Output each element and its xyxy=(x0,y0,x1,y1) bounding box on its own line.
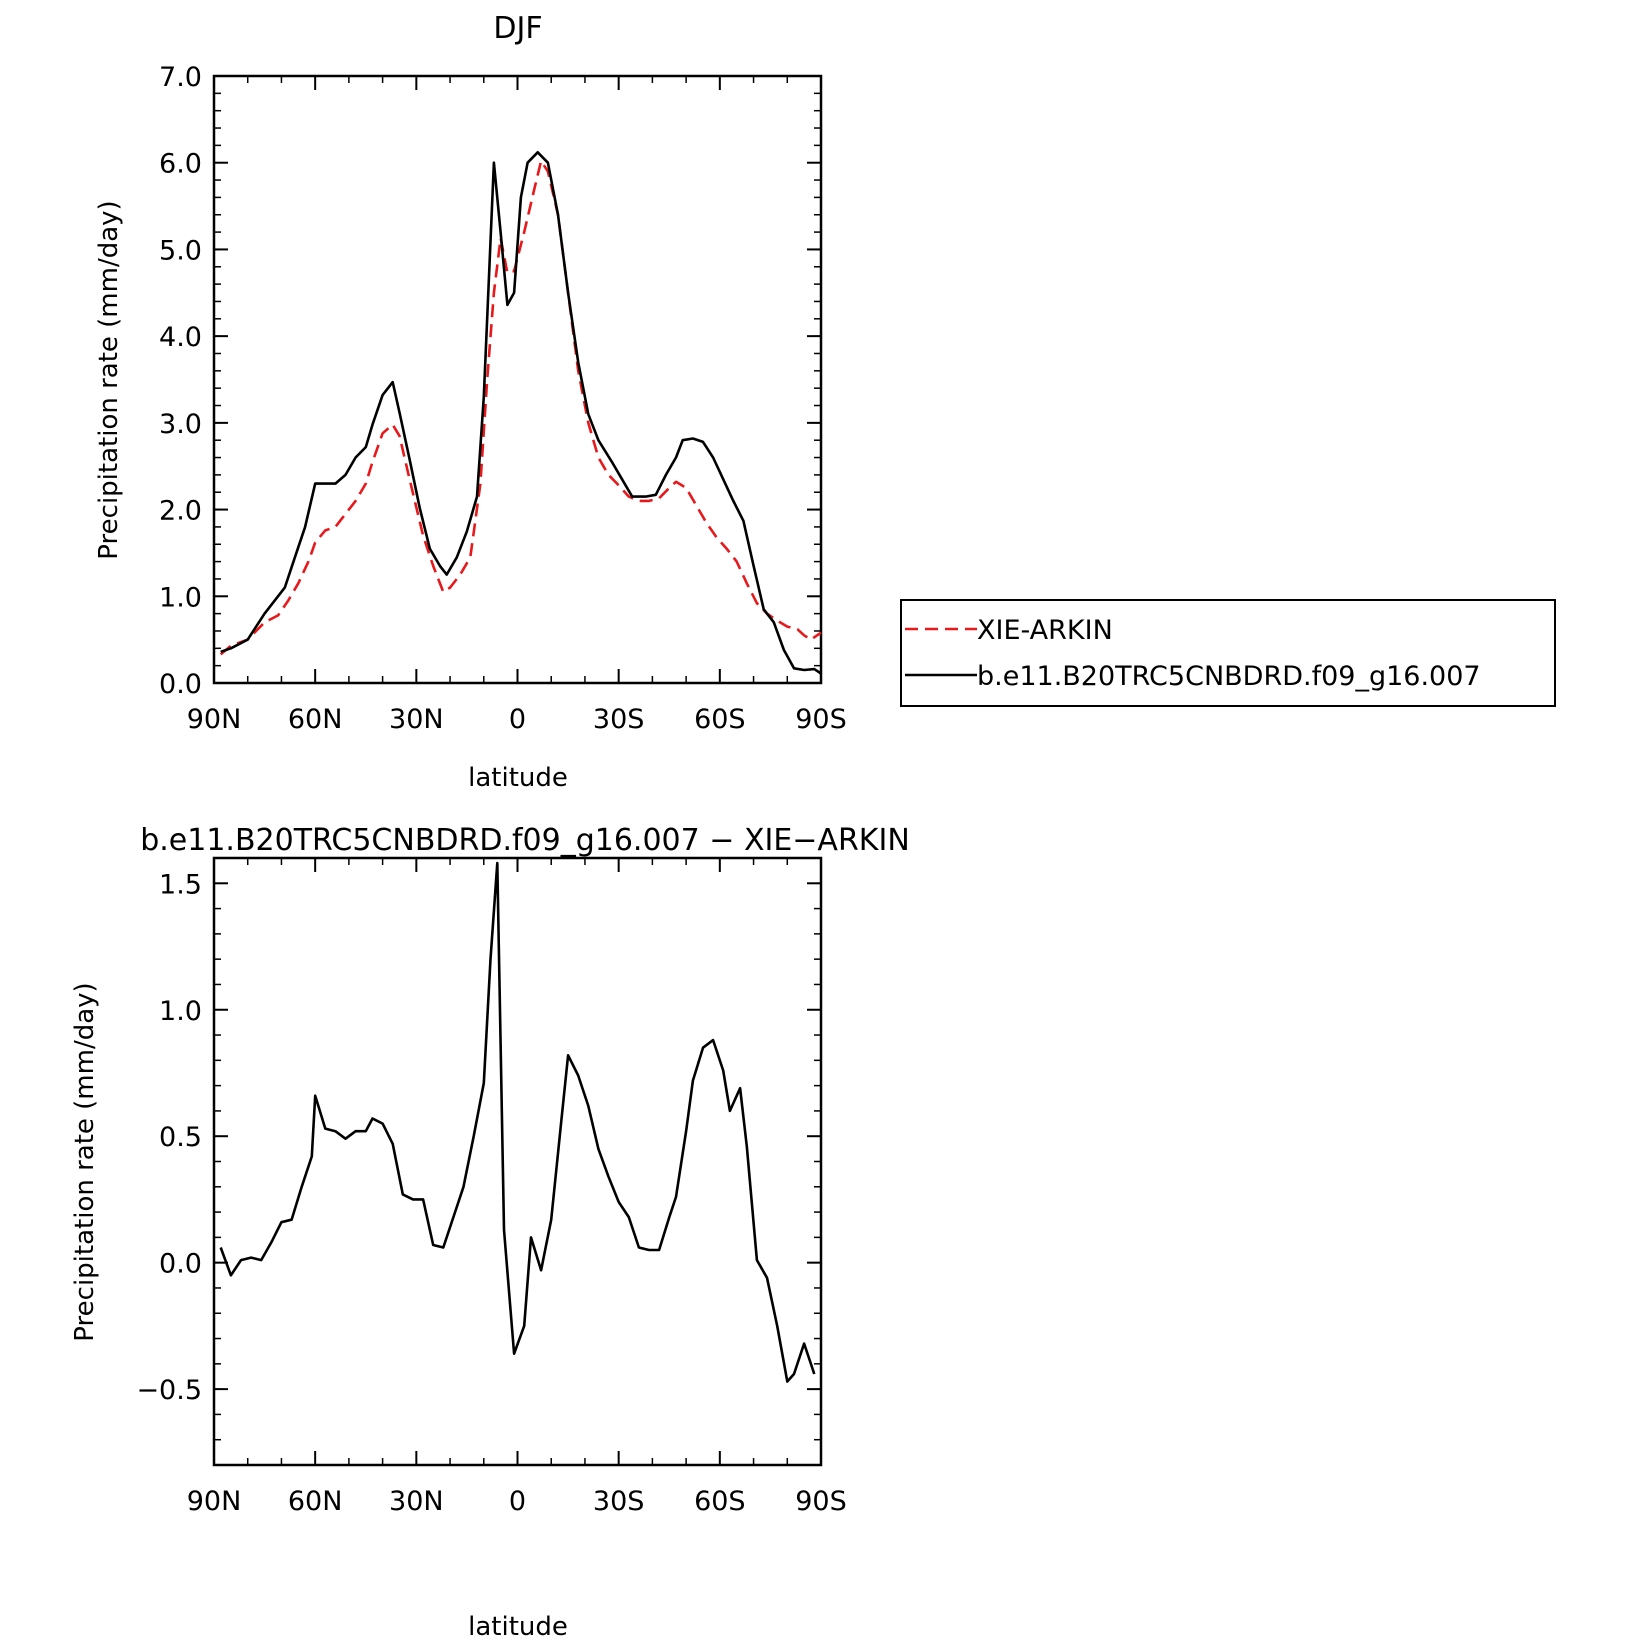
y-axis-label: Precipitation rate (mm/day) xyxy=(70,982,100,1341)
x-tick-label: 90S xyxy=(795,1486,847,1517)
x-tick-label: 0 xyxy=(509,1486,526,1517)
chart-panel-2: 90N 60N 30N 0 30S 60S 90S −0.5 0.0 0.5 1.0 1.5 b.e11… xyxy=(70,823,910,1642)
y-tick-label: 1.0 xyxy=(159,582,202,613)
x-tick-label: 90N xyxy=(187,704,242,735)
x-tick-label: 30S xyxy=(593,704,645,735)
y-tick-label: 0.5 xyxy=(159,1122,202,1153)
y-tick-label: 7.0 xyxy=(159,62,202,93)
series-line-2 xyxy=(220,151,822,675)
y-tick-label: 4.0 xyxy=(159,322,202,353)
series-line-1 xyxy=(219,861,816,1383)
y-tick-label: 1.0 xyxy=(159,996,202,1027)
series-line-1 xyxy=(219,159,822,656)
x-tick-label: 90S xyxy=(795,704,847,735)
y-tick-label: 0.0 xyxy=(159,669,202,700)
legend-box xyxy=(900,599,1556,707)
y-tick-label: 1.5 xyxy=(159,869,202,900)
x-tick-label: 0 xyxy=(509,704,526,735)
y-axis-label: Precipitation rate (mm/day) xyxy=(94,200,124,559)
x-axis-label: latitude xyxy=(468,1612,568,1641)
x-axis-label: latitude xyxy=(468,763,568,793)
plot-frame xyxy=(212,856,823,1467)
chart-panel-1: 90N 60N 30N 0 30S 60S 90S 0.0 1.0 2.0 3.0 4.0 5.0 6.0… xyxy=(94,11,847,793)
chart-title: DJF xyxy=(493,11,542,46)
x-tick-label: 60N xyxy=(288,704,343,735)
x-tick-label: 30N xyxy=(389,1486,444,1517)
legend-label-2: b.e11.B20TRC5CNBDRD.f09_g16.007 xyxy=(977,661,1481,692)
y-tick-label: 0.0 xyxy=(159,1249,202,1280)
legend-label-1: XIE-ARKIN xyxy=(977,615,1113,646)
y-tick-label: 2.0 xyxy=(159,496,202,527)
chart-title: b.e11.B20TRC5CNBDRD.f09_g16.007 − XIE−AR… xyxy=(140,823,910,858)
y-tick-label: −0.5 xyxy=(136,1375,202,1406)
y-tick-label: 5.0 xyxy=(159,235,202,266)
x-tick-label: 60S xyxy=(694,704,746,735)
x-tick-label: 30N xyxy=(389,704,444,735)
legend: XIE-ARKIN b.e11.B20TRC5CNBDRD.f09_g16.007 xyxy=(900,599,1556,707)
x-tick-label: 90N xyxy=(187,1486,242,1517)
plot-frame xyxy=(212,74,823,685)
y-tick-label: 6.0 xyxy=(159,149,202,180)
y-tick-label: 3.0 xyxy=(159,409,202,440)
x-tick-label: 60N xyxy=(288,1486,343,1517)
x-tick-label: 30S xyxy=(593,1486,645,1517)
x-tick-label: 60S xyxy=(694,1486,746,1517)
